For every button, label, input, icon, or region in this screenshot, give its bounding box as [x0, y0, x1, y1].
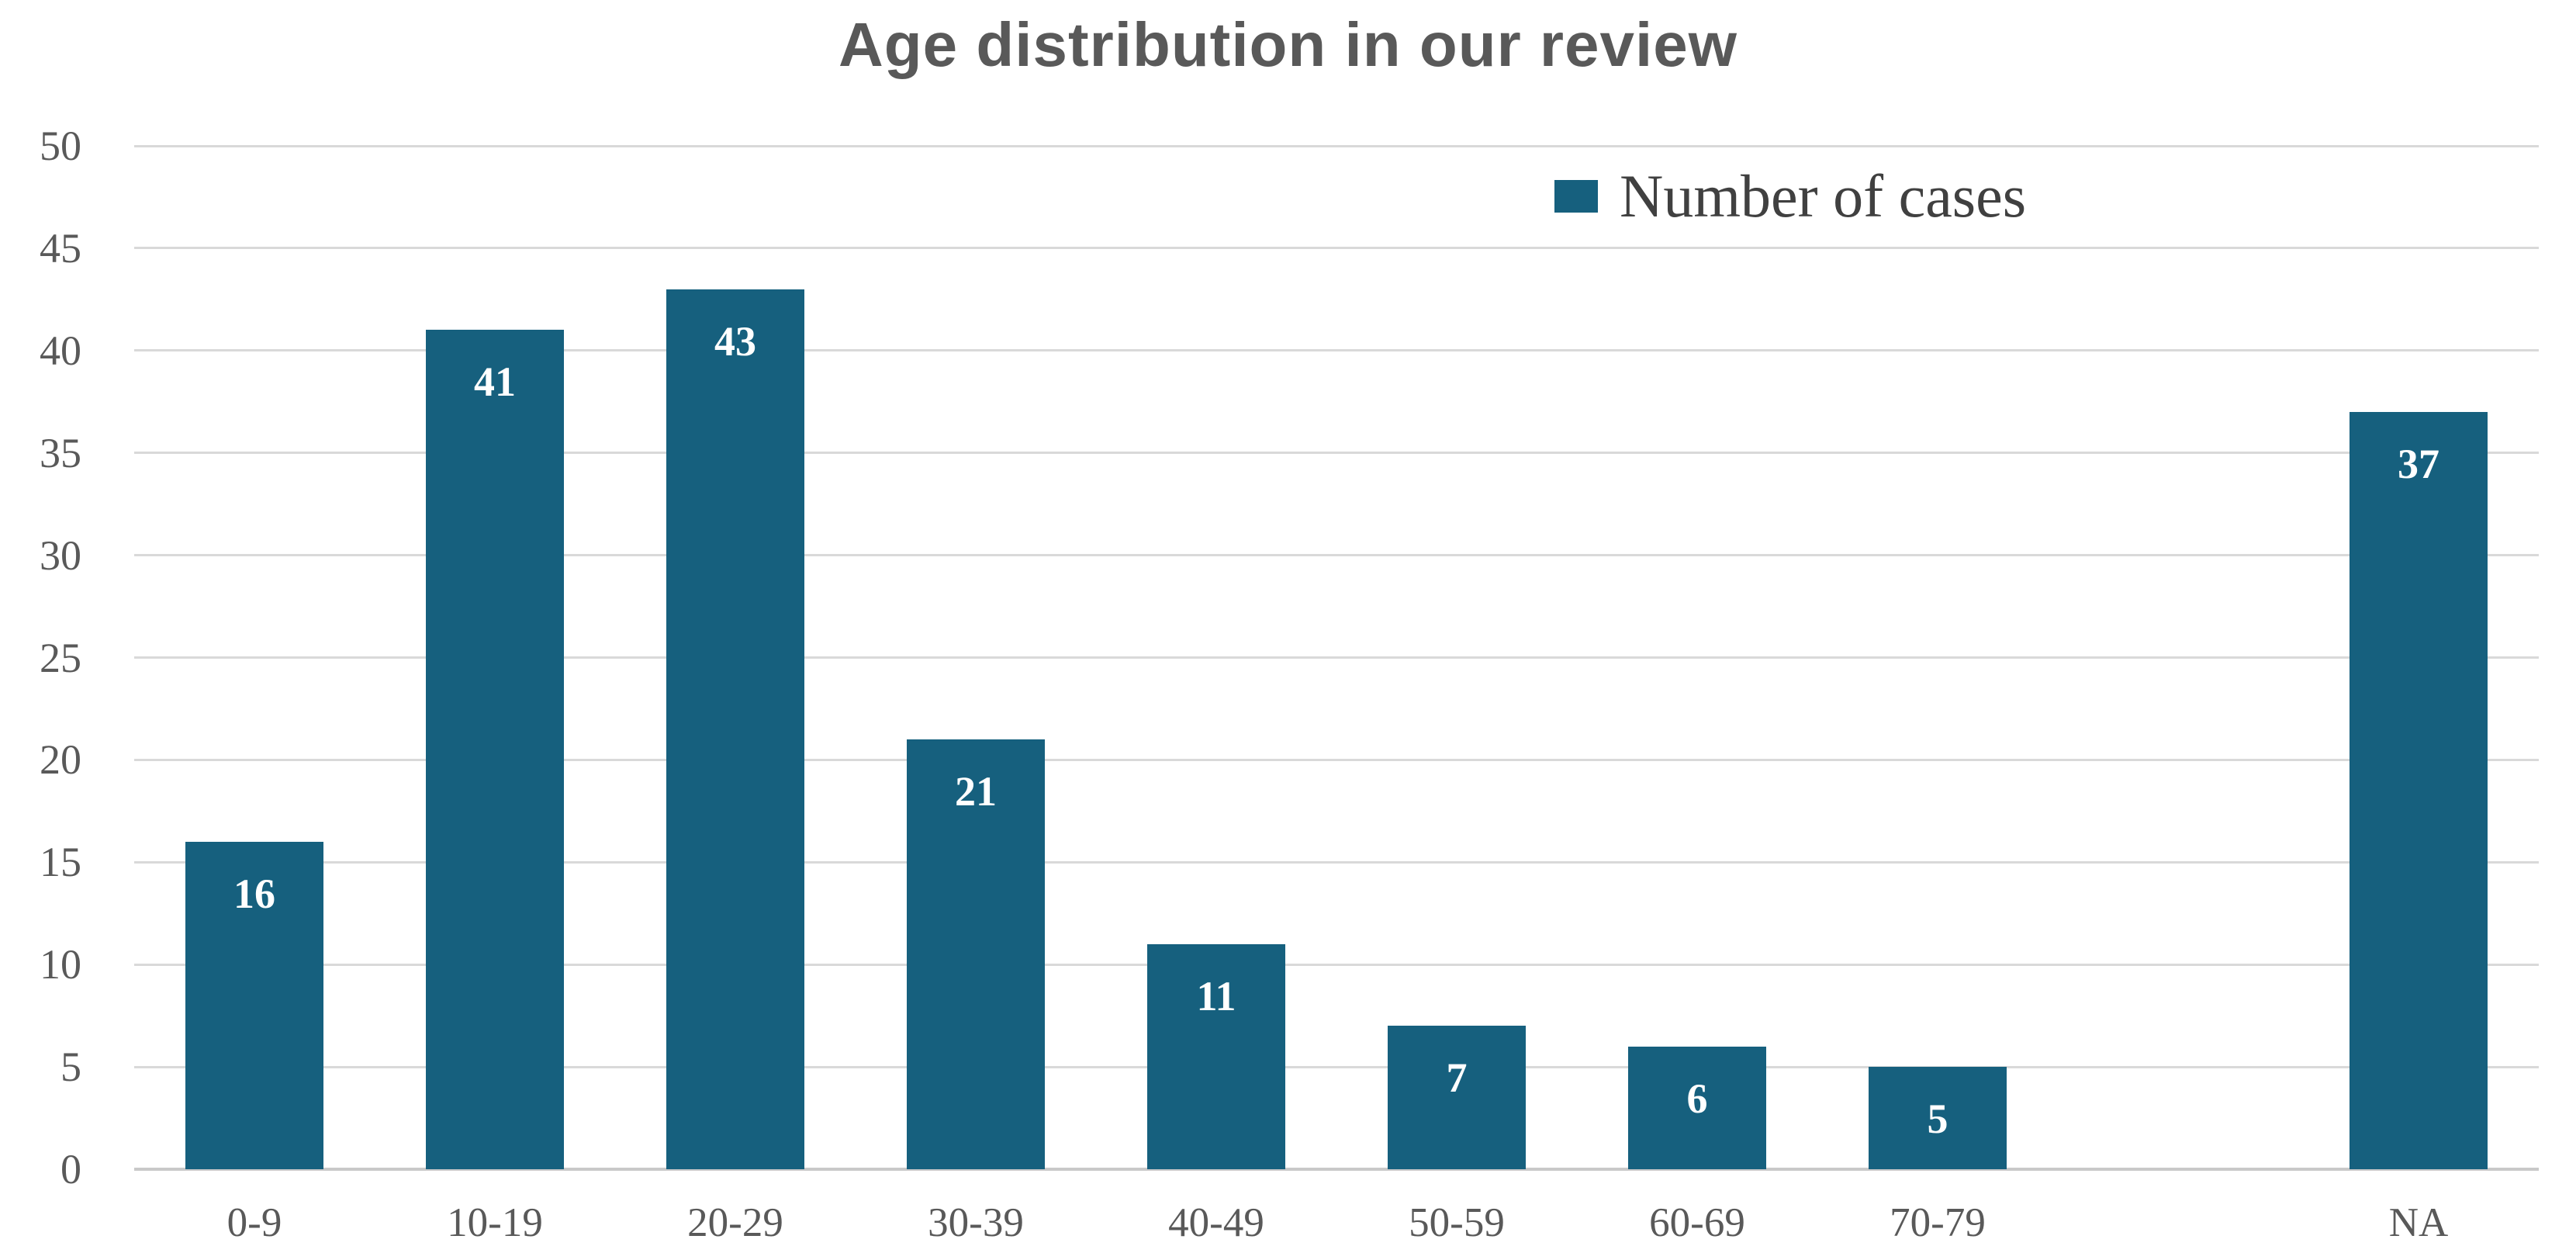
bar-value-label: 21: [955, 768, 997, 815]
x-tick-label: 50-59: [1409, 1200, 1505, 1245]
bar-60-69: 6: [1628, 1046, 1766, 1169]
gridline: [134, 656, 2539, 659]
x-axis-line: [134, 1168, 2539, 1171]
y-tick-label: 10: [40, 941, 81, 988]
bar-na: 37: [2350, 411, 2488, 1169]
bar-value-label: 37: [2398, 440, 2439, 487]
y-tick-label: 5: [61, 1044, 81, 1091]
chart-title: Age distribution in our review: [838, 10, 1738, 79]
y-tick-label: 25: [40, 634, 81, 681]
gridline: [134, 452, 2539, 455]
x-tick-label: 60-69: [1649, 1200, 1745, 1245]
y-tick-label: 45: [40, 224, 81, 272]
y-tick-label: 35: [40, 429, 81, 476]
legend-swatch-icon: [1554, 180, 1598, 213]
bar-value-label: 11: [1196, 972, 1236, 1019]
bar-40-49: 11: [1147, 943, 1285, 1169]
bar-value-label: 5: [1927, 1096, 1948, 1143]
gridline: [134, 554, 2539, 557]
gridline: [134, 758, 2539, 761]
bar-value-label: 16: [233, 870, 275, 917]
x-tick-label: 70-79: [1890, 1200, 1986, 1245]
bar-0-9: 16: [185, 841, 323, 1169]
bar-20-29: 43: [666, 289, 804, 1169]
x-tick-label: 30-39: [928, 1200, 1024, 1245]
x-tick-label: 10-19: [447, 1200, 543, 1245]
y-tick-label: 0: [61, 1146, 81, 1192]
y-tick-label: 50: [40, 123, 81, 169]
bar-50-59: 7: [1388, 1026, 1526, 1169]
bar-30-39: 21: [907, 739, 1045, 1169]
gridline: [134, 144, 2539, 147]
y-tick-label: 40: [40, 327, 81, 374]
y-tick-label: 15: [40, 839, 81, 886]
bar-10-19: 41: [426, 330, 564, 1169]
legend: Number of cases: [1554, 166, 2026, 227]
legend-label: Number of cases: [1620, 162, 2027, 230]
x-tick-label: NA: [2388, 1200, 2449, 1245]
gridline: [134, 349, 2539, 352]
bar-value-label: 41: [474, 358, 516, 406]
bar-70-79: 5: [1869, 1067, 2007, 1169]
bar-value-label: 6: [1686, 1075, 1708, 1122]
gridline: [134, 963, 2539, 966]
x-tick-label: 20-29: [687, 1200, 783, 1245]
bar-value-label: 7: [1446, 1054, 1468, 1102]
x-tick-label: 0-9: [226, 1200, 282, 1245]
gridline: [134, 1065, 2539, 1068]
y-tick-label: 30: [40, 531, 81, 579]
gridline: [134, 247, 2539, 250]
gridline: [134, 860, 2539, 864]
x-tick-label: 40-49: [1168, 1200, 1264, 1245]
bar-value-label: 43: [714, 317, 756, 365]
y-tick-label: 20: [40, 736, 81, 784]
